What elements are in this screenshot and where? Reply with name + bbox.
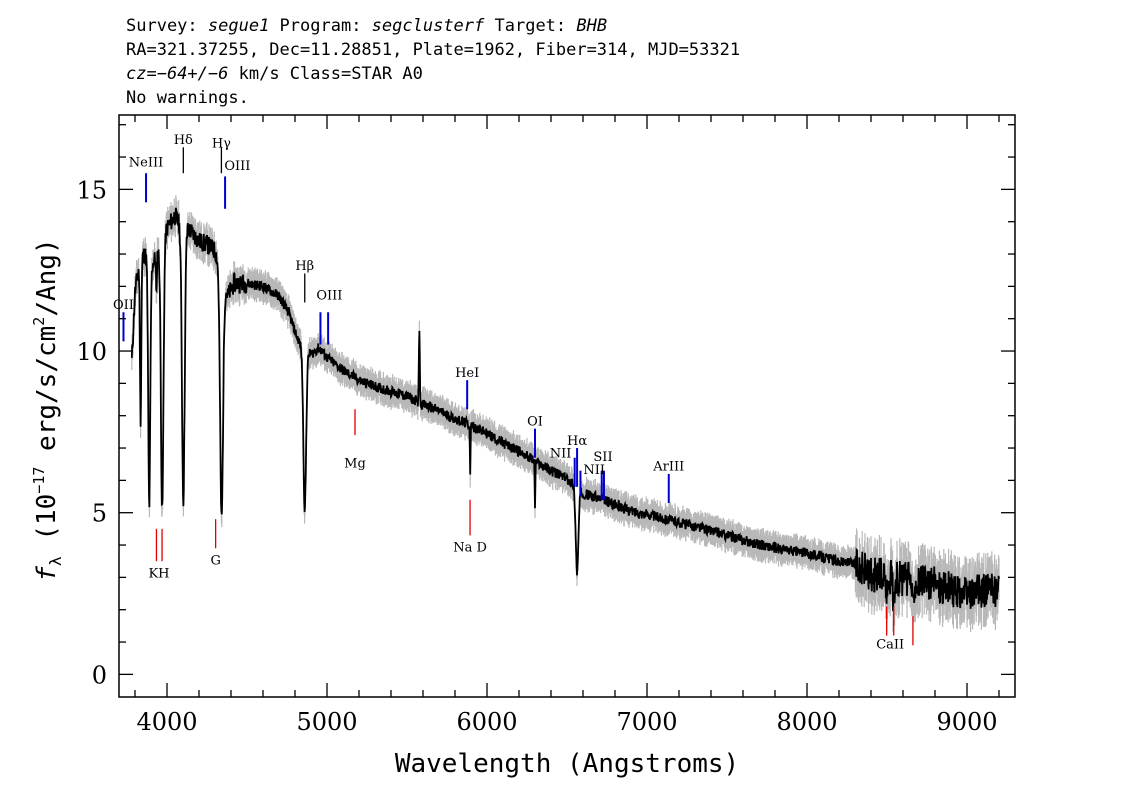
- y-tick-label: 0: [92, 661, 107, 689]
- line-label: G: [210, 553, 220, 568]
- y-axis-title: fλ (10−17 erg/s/cm2/Ang): [30, 238, 65, 581]
- x-tick-label: 7000: [616, 708, 677, 736]
- line-label: Hα: [567, 434, 587, 449]
- line-label: OIII: [224, 159, 250, 174]
- line-label: Hγ: [212, 136, 231, 151]
- header-line-3: cz=−64+/−6 km/s Class=STAR A0: [126, 64, 423, 84]
- chart-header: Survey: segue1 Program: segclusterf Targ…: [126, 16, 740, 108]
- line-label: KH: [148, 566, 169, 581]
- plot-frame: [118, 114, 1016, 698]
- x-axis-title: Wavelength (Angstroms): [395, 749, 739, 779]
- y-tick-label: 5: [92, 500, 107, 528]
- x-tick-label: 4000: [136, 708, 197, 736]
- line-label: NII: [583, 463, 605, 478]
- x-tick-label: 6000: [456, 708, 517, 736]
- header-line-2: RA=321.37255, Dec=11.28851, Plate=1962, …: [126, 40, 740, 60]
- x-tick-label: 8000: [776, 708, 837, 736]
- x-tick-label: 5000: [296, 708, 357, 736]
- axis-ticks: 4000 5000 6000 7000 8000 9000 0 5 10 15: [76, 115, 1015, 736]
- flux-series: [130, 207, 1000, 612]
- x-tick-label: 9000: [936, 708, 997, 736]
- line-label: OI: [527, 414, 543, 429]
- line-label: HeI: [455, 366, 479, 381]
- line-label: Hβ: [295, 259, 314, 274]
- header-line-1: Survey: segue1 Program: segclusterf Targ…: [126, 16, 607, 36]
- line-label: Na D: [453, 541, 487, 556]
- y-tick-label: 10: [76, 338, 107, 366]
- line-label: Hδ: [174, 133, 193, 148]
- line-label: OIII: [316, 288, 342, 303]
- line-label: NeIII: [129, 156, 163, 171]
- line-label: SII: [593, 450, 612, 465]
- line-label: ArIII: [652, 460, 684, 475]
- line-label: CaII: [876, 638, 904, 653]
- line-label: OII: [113, 298, 134, 313]
- y-tick-label: 15: [76, 176, 107, 204]
- line-label: NII: [550, 447, 572, 462]
- line-label: Mg: [344, 456, 366, 471]
- header-line-4: No warnings.: [126, 88, 249, 108]
- flux-line: [130, 207, 1000, 612]
